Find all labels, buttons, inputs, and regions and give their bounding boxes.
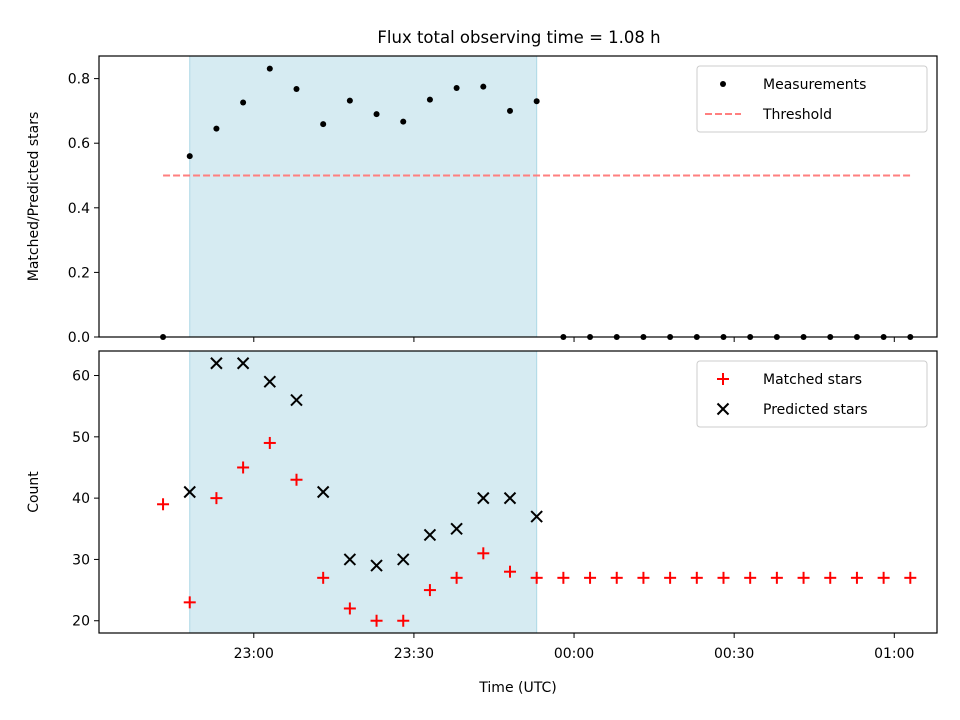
legend-box [696,360,928,428]
x-axis-label: Time (UTC) [478,680,556,696]
legend-marker [720,81,726,87]
y-tick-label: 30 [72,552,90,568]
data-point [346,97,353,104]
data-point [293,85,300,92]
data-point [824,571,837,584]
data-point [850,571,863,584]
series-matched-stars [157,436,917,627]
y-axis-label: Matched/Predicted stars [26,112,42,282]
data-point [290,393,303,407]
top-panel: 0.0 0.2 0.4 0.6 0.8 Matched/Predicted stars Me… [26,55,938,346]
data-point [210,492,223,505]
data-point [744,571,757,584]
y-tick-label: 0.0 [68,330,90,346]
y-tick-label: 50 [72,430,90,446]
data-point [266,65,273,72]
data-point [610,571,623,584]
data-point [584,571,597,584]
y-tick-label: 40 [72,491,90,507]
x-tick-label: 00:30 [714,646,754,662]
y-tick-label: 0.8 [68,72,90,88]
legend: Matched stars Predicted stars [696,360,928,428]
y-tick-label: 0.6 [68,136,90,152]
data-point [317,571,330,584]
data-point [400,118,407,125]
data-point [664,571,677,584]
legend-marker [716,402,730,416]
legend-box [696,65,928,133]
data-point [477,491,490,505]
data-point [370,559,383,572]
data-point [240,99,247,106]
axes-frame [98,55,938,338]
data-point [397,553,410,566]
legend-label: Measurements [763,77,866,93]
data-point [316,485,330,499]
data-point [370,614,383,627]
data-point [290,473,303,486]
x-tick-label: 00:00 [554,646,594,662]
legend-label: Matched stars [763,372,862,388]
data-point [373,111,380,118]
data-point [877,571,890,584]
data-point [213,125,220,132]
observing-span [189,55,538,338]
series-predicted-stars [183,357,543,572]
x-tick-label: 23:00 [234,646,274,662]
observing-span [189,350,538,634]
data-point [237,461,250,474]
data-point [797,571,810,584]
data-point [450,522,463,535]
data-point [533,98,540,105]
data-point [557,571,570,584]
data-point [186,153,193,160]
data-point [423,528,437,542]
data-point [770,571,783,584]
data-point [157,498,170,511]
data-point [263,436,276,449]
legend: Measurements Threshold [696,65,928,133]
data-point [343,553,357,566]
legend-label: Threshold [762,107,832,123]
data-point [530,571,543,584]
data-point [263,375,277,388]
y-tick-label: 60 [72,369,90,385]
data-point [477,547,490,560]
legend-marker [717,373,729,385]
axes-frame [98,350,938,634]
data-point [210,357,223,370]
y-tick-label: 20 [72,614,90,630]
chart-title: Flux total observing time = 1.08 h [377,28,660,47]
y-axis-label: Count [26,471,42,513]
data-point [637,571,650,584]
y-tick-label: 0.4 [68,201,90,217]
y-tick-label: 0.2 [68,265,90,281]
data-point [453,84,460,91]
x-tick-label: 23:30 [394,646,434,662]
bottom-panel: 20 30 40 50 60 23:00 23:30 00:00 00:30 01:00 Count… [26,350,938,696]
data-point [690,571,703,584]
data-point [426,96,433,103]
data-point [320,121,327,128]
data-point [904,571,917,584]
data-point [343,602,356,615]
data-point [717,571,730,584]
x-tick-label: 01:00 [874,646,914,662]
data-point [506,107,513,114]
data-point [183,596,196,609]
data-point [480,83,487,90]
data-point [503,491,517,505]
data-point [530,510,543,523]
legend-label: Predicted stars [763,402,868,418]
data-point [450,571,463,584]
data-point [397,614,410,627]
data-point [236,357,250,370]
data-point [423,584,436,597]
data-point [503,565,516,578]
data-point [183,485,196,499]
